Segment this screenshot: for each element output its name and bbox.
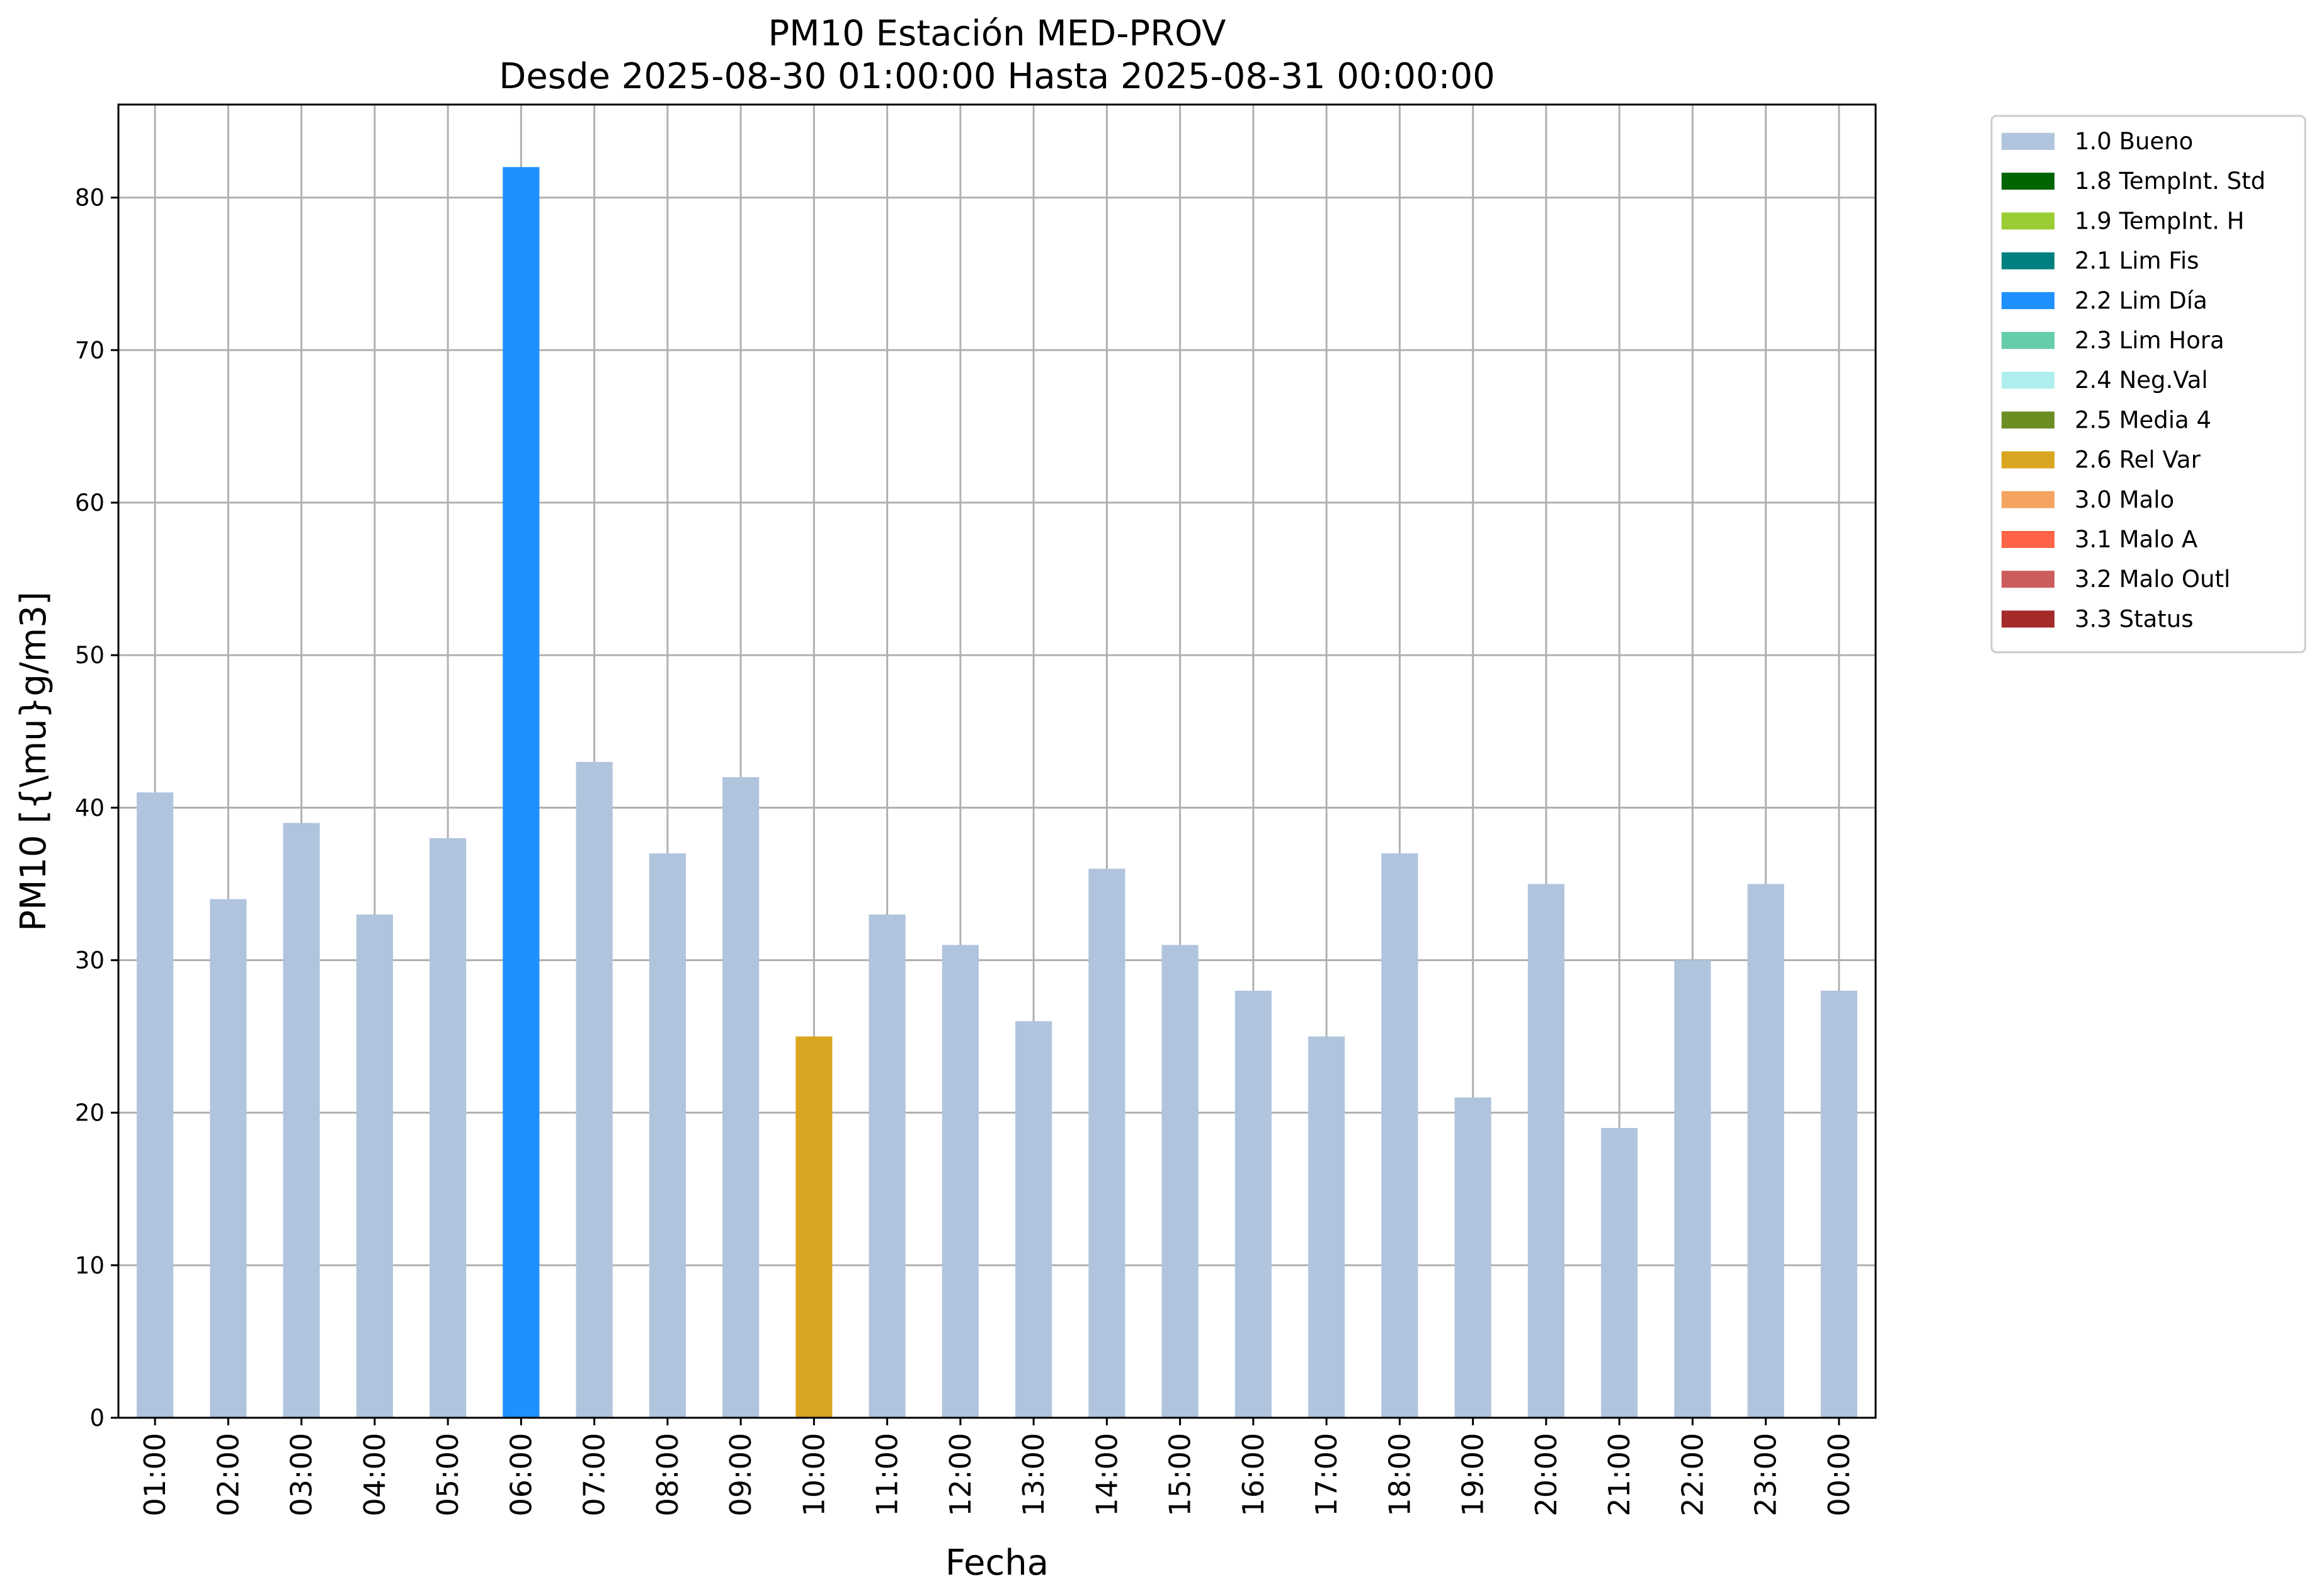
- legend-entry: 2.3 Lim Hora: [2075, 327, 2225, 354]
- legend-swatch: [2002, 531, 2054, 548]
- legend-swatch: [2002, 610, 2054, 628]
- x-tick-label: 20:00: [1529, 1433, 1563, 1517]
- x-tick-label: 21:00: [1602, 1433, 1636, 1517]
- chart-title: PM10 Estación MED-PROV: [768, 13, 1226, 54]
- legend-swatch: [2002, 372, 2054, 389]
- y-tick-label: 0: [89, 1405, 105, 1432]
- bar-08-00: [649, 853, 686, 1418]
- x-tick-label: 17:00: [1309, 1433, 1343, 1517]
- bar-13-00: [1015, 1021, 1052, 1418]
- bar-19-00: [1454, 1097, 1491, 1418]
- legend-swatch: [2002, 491, 2054, 508]
- chart-subtitle: Desde 2025-08-30 01:00:00 Hasta 2025-08-…: [499, 56, 1495, 97]
- plot-frame: [117, 103, 1877, 1419]
- x-tick-label: 00:00: [1822, 1433, 1856, 1517]
- y-tick-label: 30: [75, 947, 105, 974]
- legend-entry: 1.9 TempInt. H: [2075, 207, 2244, 234]
- bar-05-00: [430, 838, 467, 1418]
- legend-entry: 2.1 Lim Fis: [2075, 248, 2199, 275]
- bar-21-00: [1601, 1127, 1638, 1418]
- legend-swatch: [2002, 292, 2054, 309]
- legend: 1.0 Bueno 1.8 TempInt. Std 1.9 TempInt. H 2…: [1990, 115, 2306, 654]
- x-tick-label: 06:00: [504, 1433, 538, 1517]
- legend-entry: 2.4 Neg.Val: [2075, 367, 2208, 394]
- x-tick-label: 01:00: [138, 1433, 172, 1517]
- legend-swatch: [2002, 571, 2054, 588]
- y-axis-ticks: 0 10 20 30 40 50 60 70 80: [75, 185, 118, 1432]
- x-tick-label: 14:00: [1090, 1433, 1124, 1517]
- legend-entry: 1.0 Bueno: [2075, 128, 2193, 155]
- x-tick-label: 12:00: [943, 1433, 977, 1517]
- legend-swatch: [2002, 411, 2054, 429]
- x-tick-label: 19:00: [1456, 1433, 1490, 1517]
- legend-entry: 2.2 Lim Día: [2075, 287, 2208, 314]
- legend-swatch: [2002, 451, 2054, 469]
- bar-04-00: [356, 914, 393, 1418]
- bar-20-00: [1527, 884, 1564, 1418]
- x-tick-label: 23:00: [1749, 1433, 1783, 1517]
- x-tick-label: 04:00: [358, 1433, 392, 1517]
- x-axis-ticks: 01:00 02:00 03:00 04:00 05:00 06:00 07:00 08:00…: [138, 1418, 1856, 1517]
- x-tick-label: 11:00: [870, 1433, 904, 1517]
- y-tick-label: 50: [75, 642, 105, 669]
- x-tick-label: 13:00: [1017, 1433, 1051, 1517]
- bar-14-00: [1088, 869, 1125, 1418]
- x-tick-label: 07:00: [578, 1433, 612, 1517]
- legend-entry: 2.5 Media 4: [2075, 406, 2211, 433]
- bar-22-00: [1674, 960, 1711, 1418]
- x-tick-label: 15:00: [1163, 1433, 1197, 1517]
- legend-entry: 3.0 Malo: [2075, 486, 2174, 513]
- x-tick-label: 08:00: [651, 1433, 685, 1517]
- bar-07-00: [576, 761, 613, 1418]
- bar-16-00: [1234, 990, 1272, 1418]
- y-tick-label: 80: [75, 185, 105, 212]
- bar-06-00: [503, 167, 540, 1418]
- legend-entry: 2.6 Rel Var: [2075, 447, 2201, 474]
- bar-17-00: [1308, 1036, 1345, 1418]
- legend-swatch: [2002, 332, 2054, 349]
- bar-09-00: [722, 777, 760, 1418]
- legend-entry: 3.3 Status: [2075, 605, 2194, 632]
- legend-swatch: [2002, 252, 2054, 270]
- y-tick-label: 40: [75, 794, 105, 821]
- x-tick-label: 05:00: [431, 1433, 465, 1517]
- bars: [137, 167, 1857, 1418]
- legend-swatch: [2002, 173, 2054, 190]
- x-tick-label: 22:00: [1675, 1433, 1709, 1517]
- bar-18-00: [1381, 853, 1418, 1418]
- x-tick-label: 18:00: [1382, 1433, 1416, 1517]
- legend-entry: 3.2 Malo Outl: [2075, 566, 2230, 593]
- x-axis-label: Fecha: [945, 1542, 1049, 1583]
- y-tick-label: 70: [75, 337, 105, 364]
- bar-12-00: [942, 945, 979, 1418]
- bar-10-00: [795, 1036, 833, 1418]
- x-tick-label: 03:00: [285, 1433, 319, 1517]
- bar-03-00: [283, 823, 320, 1418]
- legend-swatch: [2002, 133, 2054, 150]
- bar-00-00: [1820, 990, 1857, 1418]
- legend-swatch: [2002, 212, 2054, 230]
- bar-11-00: [869, 914, 906, 1418]
- x-tick-label: 09:00: [724, 1433, 758, 1517]
- legend-entry: 3.1 Malo A: [2075, 526, 2197, 553]
- y-tick-label: 20: [75, 1100, 105, 1127]
- y-tick-label: 10: [75, 1252, 105, 1279]
- x-tick-label: 10:00: [797, 1433, 831, 1517]
- bar-01-00: [137, 792, 174, 1418]
- x-tick-label: 02:00: [211, 1433, 245, 1517]
- legend-entry: 1.8 TempInt. Std: [2075, 168, 2265, 195]
- legend-box: [1990, 115, 2306, 654]
- y-axis-label: PM10 [{\mu}g/m3]: [13, 591, 54, 932]
- bar-15-00: [1161, 945, 1199, 1418]
- x-tick-label: 16:00: [1236, 1433, 1270, 1517]
- bar-02-00: [210, 899, 247, 1418]
- bar-23-00: [1747, 884, 1784, 1418]
- y-tick-label: 60: [75, 489, 105, 516]
